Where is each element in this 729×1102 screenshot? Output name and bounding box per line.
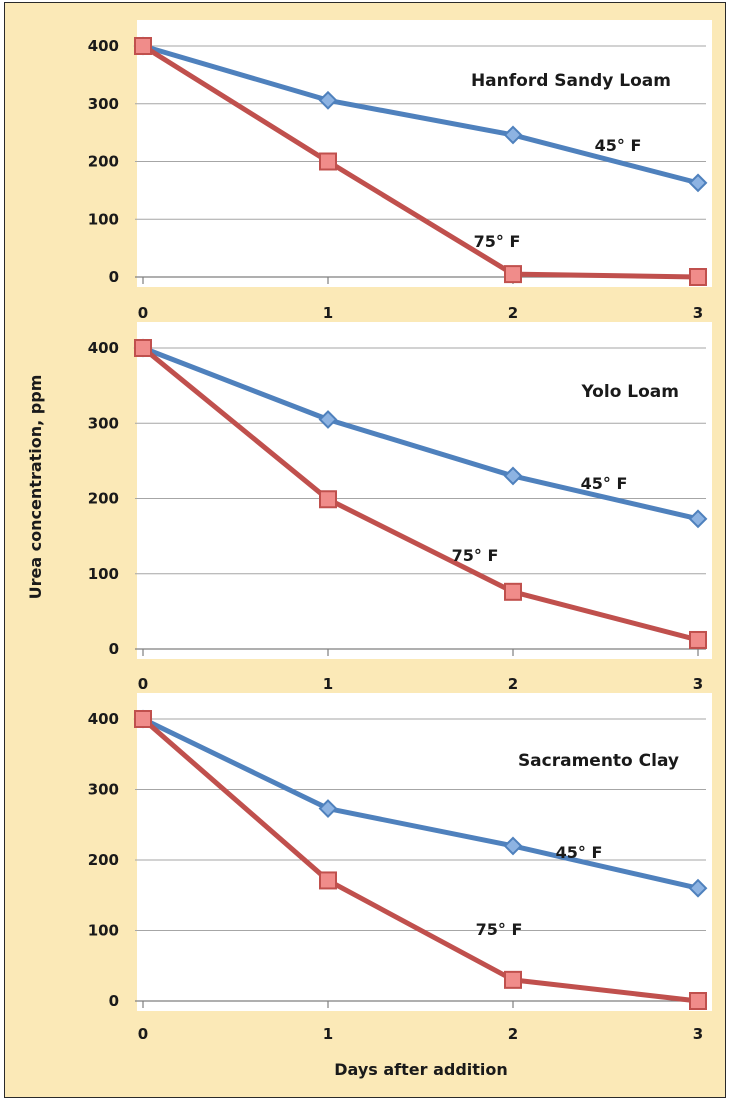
y-tick-label: 200 [88,153,119,171]
series-label: 75° F [474,232,521,251]
y-tick-label: 400 [88,37,119,55]
series-line-45f [140,716,701,891]
y-tick-label: 0 [109,640,119,658]
series-label: 45° F [556,843,603,862]
data-point-75f [689,992,707,1010]
data-point-75f [504,582,522,601]
panel-title: Sacramento Clay [518,751,679,771]
x-tick-label: 1 [323,304,333,322]
x-tick-label: 1 [323,675,333,693]
panel-title: Yolo Loam [580,382,679,402]
x-tick-label: 2 [508,304,518,322]
series-line-75f [140,716,701,1004]
y-tick-label: 100 [88,210,119,228]
data-point-45f [318,799,338,818]
data-point-45f [503,836,523,856]
x-axis-label: Days after addition [334,1060,508,1079]
plot-area [137,322,712,659]
x-tick-label: 0 [138,1025,148,1043]
series-label: 45° F [581,474,628,493]
x-tick-label: 3 [693,1025,703,1043]
series-line-75f [140,43,701,280]
series-line-45f [140,345,701,522]
panel-title: Hanford Sandy Loam [471,71,671,91]
figure-panel: 0 100 200 300 400 0 1 2 3 45° F 75° F Hanford Sandy… [4,2,726,1098]
y-tick-label: 300 [88,414,119,432]
y-tick-label: 400 [88,339,119,357]
data-point-75f [134,339,152,357]
data-point-75f [134,37,152,55]
x-tick-label: 0 [138,304,148,322]
y-tick-label: 0 [109,268,119,286]
y-tick-label: 300 [88,781,119,799]
x-tick-label: 2 [508,1025,518,1043]
data-point-45f [688,173,708,193]
x-tick-label: 2 [508,675,518,693]
series-line-75f [140,345,701,643]
series-label: 75° F [476,920,523,939]
x-tick-label: 0 [138,675,148,693]
y-tick-label: 300 [88,95,119,113]
chart-panel-2: 0 100 200 300 400 0 1 2 3 45° F 75° F Yolo Loam [88,322,712,693]
y-tick-label: 400 [88,710,119,728]
chart-panel-3: 0 100 200 300 400 0 1 2 3 45° F 75° F Sacramento Cl… [88,693,712,1043]
data-point-45f [318,90,338,110]
plot-area [137,693,712,1011]
data-point-45f [688,878,708,898]
data-point-75f [504,265,522,284]
y-tick-label: 0 [109,992,119,1010]
x-tick-label: 1 [323,1025,333,1043]
series-label: 75° F [452,546,499,565]
data-point-75f [319,490,337,509]
y-axis-label: Urea concentration, ppm [26,375,45,600]
data-point-75f [689,630,707,649]
y-tick-label: 200 [88,490,119,508]
data-point-75f [504,970,522,989]
series-line-45f [140,43,701,186]
data-point-75f [319,871,337,890]
data-point-45f [688,509,708,529]
y-tick-label: 100 [88,922,119,940]
y-tick-label: 200 [88,851,119,869]
data-point-75f [319,152,337,171]
data-point-75f [134,710,152,728]
data-point-45f [503,466,523,486]
x-tick-label: 3 [693,675,703,693]
x-tick-label: 3 [693,304,703,322]
chart-panel-1: 0 100 200 300 400 0 1 2 3 45° F 75° F Hanford Sandy… [88,20,712,322]
y-tick-label: 100 [88,565,119,583]
data-point-75f [689,268,707,286]
plot-area [137,20,712,287]
data-point-45f [318,410,338,429]
series-label: 45° F [595,136,642,155]
data-point-45f [503,125,523,145]
